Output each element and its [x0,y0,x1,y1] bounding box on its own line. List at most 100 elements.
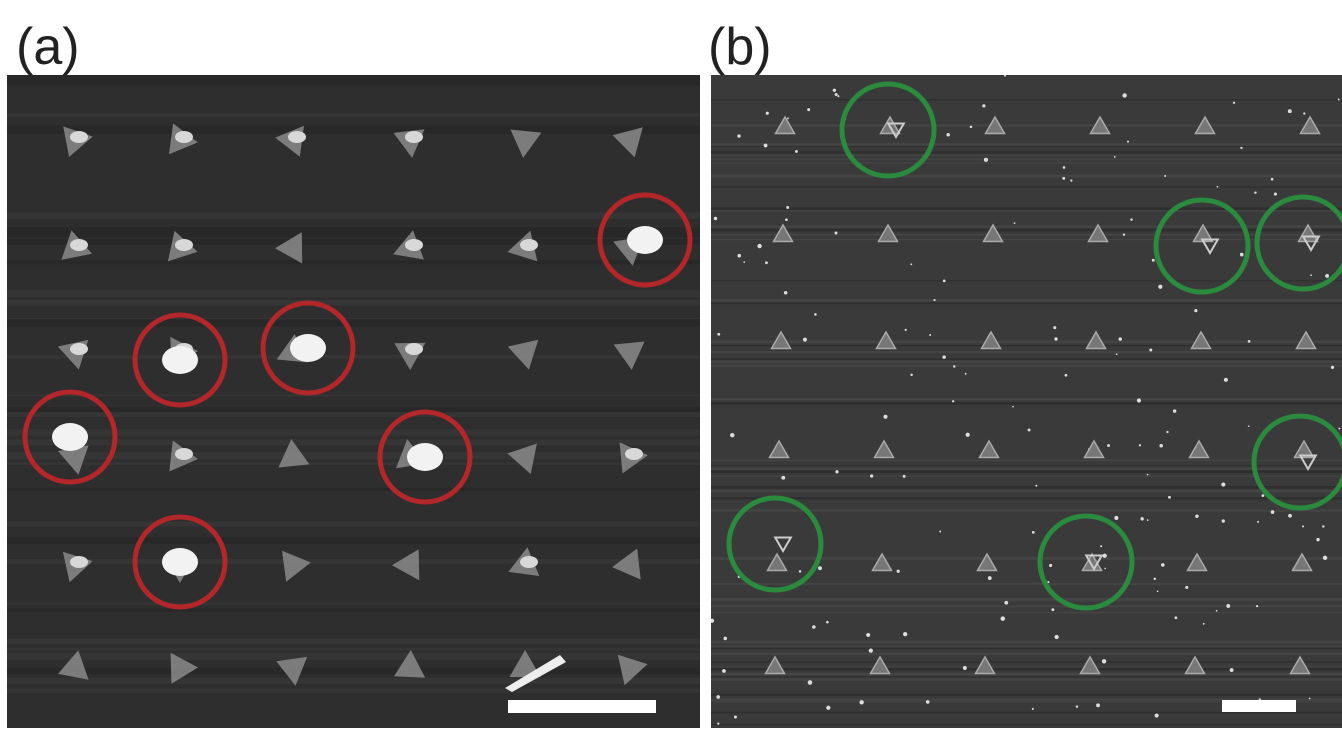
particle [1221,482,1225,486]
particle [1158,285,1162,289]
panel-label: (a) [16,18,80,76]
particle [1157,591,1159,593]
particle [1054,635,1058,639]
particle [1147,519,1149,521]
particle [903,475,906,478]
aggregate [52,423,88,451]
texture [7,648,700,651]
texture [711,334,1342,335]
particle [1116,353,1118,355]
bright-spot [405,343,423,355]
texture [7,82,700,85]
particle [1288,514,1292,518]
particle [1123,233,1125,235]
bright-spot [175,131,193,143]
texture [7,559,700,564]
texture [7,260,700,264]
particle [1322,525,1324,527]
particle [903,632,907,636]
particle [926,700,930,704]
particle [807,108,810,111]
particle [1147,474,1149,476]
particle [1102,659,1106,663]
particle [910,374,912,376]
particle [970,126,973,129]
particle [1063,166,1066,169]
texture [711,124,1342,127]
particle [1140,517,1143,520]
particle [1274,193,1277,196]
texture [711,351,1342,353]
texture [7,239,700,245]
particle [781,476,785,480]
particle [1288,109,1292,113]
texture [7,439,700,445]
particle [1065,374,1068,377]
particle [1100,545,1102,547]
particle [1233,102,1235,104]
particle [1164,175,1166,177]
texture [711,676,1342,677]
particle [1194,309,1197,312]
texture [711,146,1342,147]
texture [711,612,1342,614]
texture [711,598,1342,600]
particle [1062,177,1065,180]
particle [1104,568,1106,570]
micrograph-b [711,75,1342,728]
particle [1014,222,1016,224]
particle [1323,556,1327,560]
particle [982,104,985,107]
particle [1240,253,1244,257]
texture [7,678,700,684]
bright-spot [520,239,538,251]
particle [1168,496,1171,499]
particle [1114,156,1116,158]
aggregate [290,334,326,362]
particle [1159,444,1163,448]
particle [1248,340,1251,343]
particle [965,373,967,375]
particle [1224,378,1228,382]
particle [784,291,788,295]
texture [7,394,700,396]
texture [711,159,1342,161]
particle [1195,515,1198,518]
texture [711,302,1342,304]
texture [711,225,1342,228]
texture [711,557,1342,560]
particle [988,576,992,580]
texture [711,99,1342,100]
particle [1217,186,1219,188]
scale-bar [1222,700,1296,712]
particle [1230,668,1234,672]
texture [711,653,1342,656]
particle [1032,708,1034,710]
texture [711,673,1342,676]
texture [711,467,1342,469]
micrograph-a [7,75,700,728]
particle [1166,431,1168,433]
particle [883,415,887,419]
texture [711,648,1342,649]
texture [711,280,1342,281]
particle [1261,494,1264,497]
particle [1139,444,1141,446]
particle [939,531,941,533]
particle [1310,274,1312,276]
particle [818,566,822,570]
texture [711,402,1342,405]
particle [808,680,813,685]
particle [870,474,873,477]
particle [1130,218,1132,220]
particle [897,570,900,573]
particle [1054,337,1057,340]
bright-spot [70,239,88,251]
texture [7,291,700,295]
bright-spot [175,448,193,460]
bright-spot [70,556,88,568]
particle [1309,698,1311,700]
particle [837,95,839,97]
texture [711,694,1342,696]
texture [711,641,1342,644]
